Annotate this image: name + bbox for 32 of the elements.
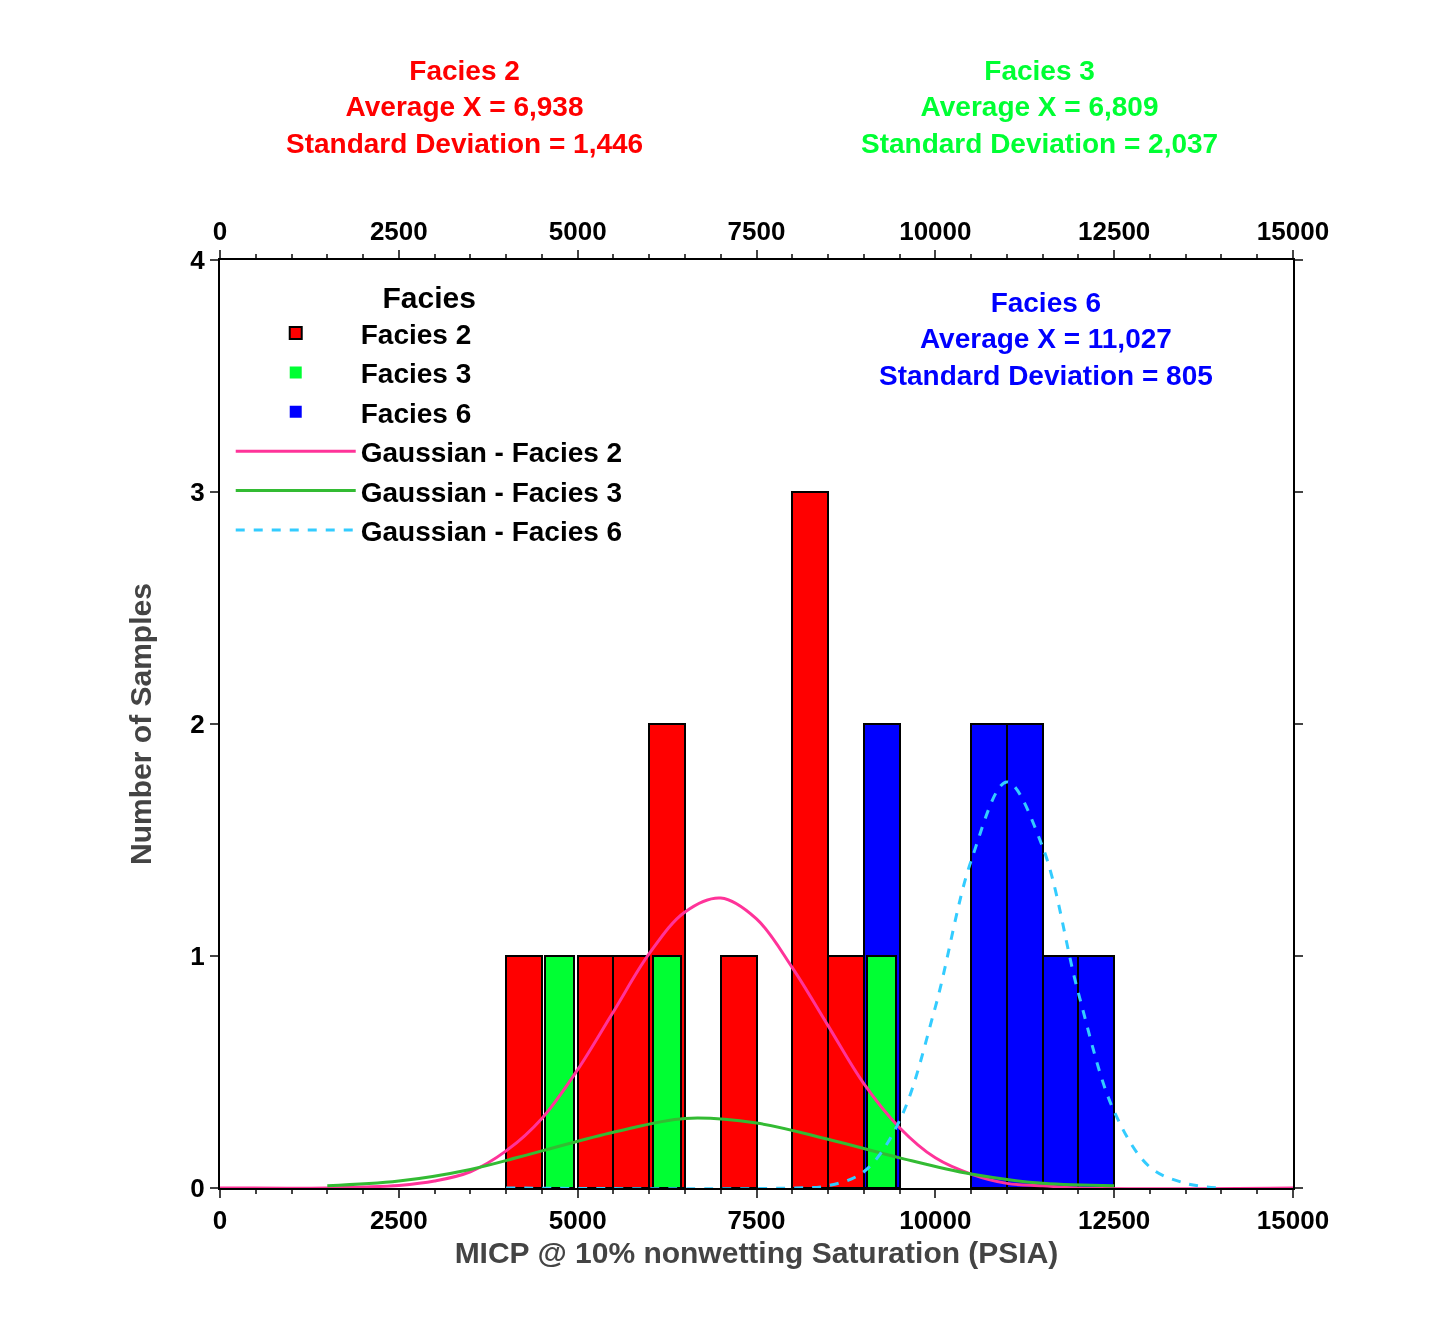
x2-tick-label: 12500 xyxy=(1078,1205,1151,1236)
x2-tick-label: 5000 xyxy=(548,1205,607,1236)
legend-label: Gaussian - Facies 6 xyxy=(360,515,623,547)
y-axis-title: Number of Samples xyxy=(123,583,157,865)
x2-tick-label: 0 xyxy=(212,1205,228,1236)
x-tick-label: 12500 xyxy=(1078,215,1151,246)
x-tick-label: 7500 xyxy=(727,215,786,246)
x-tick-label: 2500 xyxy=(369,215,428,246)
y-tick-label: 1 xyxy=(190,941,205,972)
legend-title: Facies xyxy=(382,281,476,315)
x2-tick-label: 10000 xyxy=(899,1205,972,1236)
legend-label: Facies 3 xyxy=(360,358,472,390)
x-tick-label: 0 xyxy=(212,215,228,246)
text: Facies 3 Average X = 6,809 Standard Deviation = 2,037 xyxy=(861,55,1219,159)
x-tick-label: 15000 xyxy=(1256,215,1330,246)
x2-tick-label: 2500 xyxy=(369,1205,428,1236)
x2-tick-label: 15000 xyxy=(1256,1205,1330,1236)
legend-label: Gaussian - Facies 3 xyxy=(360,476,623,508)
x2-tick-label: 7500 xyxy=(727,1205,786,1236)
line-series xyxy=(325,1116,1116,1188)
legend-label: Gaussian - Facies 2 xyxy=(360,437,623,469)
x-tick-label: 5000 xyxy=(548,215,607,246)
x-axis-title: MICP @ 10% nonwetting Saturation (PSIA) xyxy=(454,1236,1059,1270)
annotation: Facies 6 Average X = 11,027 Standard Deviation = 805 xyxy=(879,287,1213,391)
x-tick-label: 10000 xyxy=(899,215,972,246)
y-tick-label: 2 xyxy=(190,709,205,740)
y-tick-label: 3 xyxy=(190,477,205,508)
y-tick-label: 0 xyxy=(190,1173,205,1204)
y-tick-label: 4 xyxy=(190,245,206,276)
legend-label: Facies 6 xyxy=(360,397,472,429)
legend-label: Facies 2 xyxy=(360,318,472,350)
text: Facies 2 Average X = 6,938 Standard Deviation = 1,446 xyxy=(286,55,644,159)
